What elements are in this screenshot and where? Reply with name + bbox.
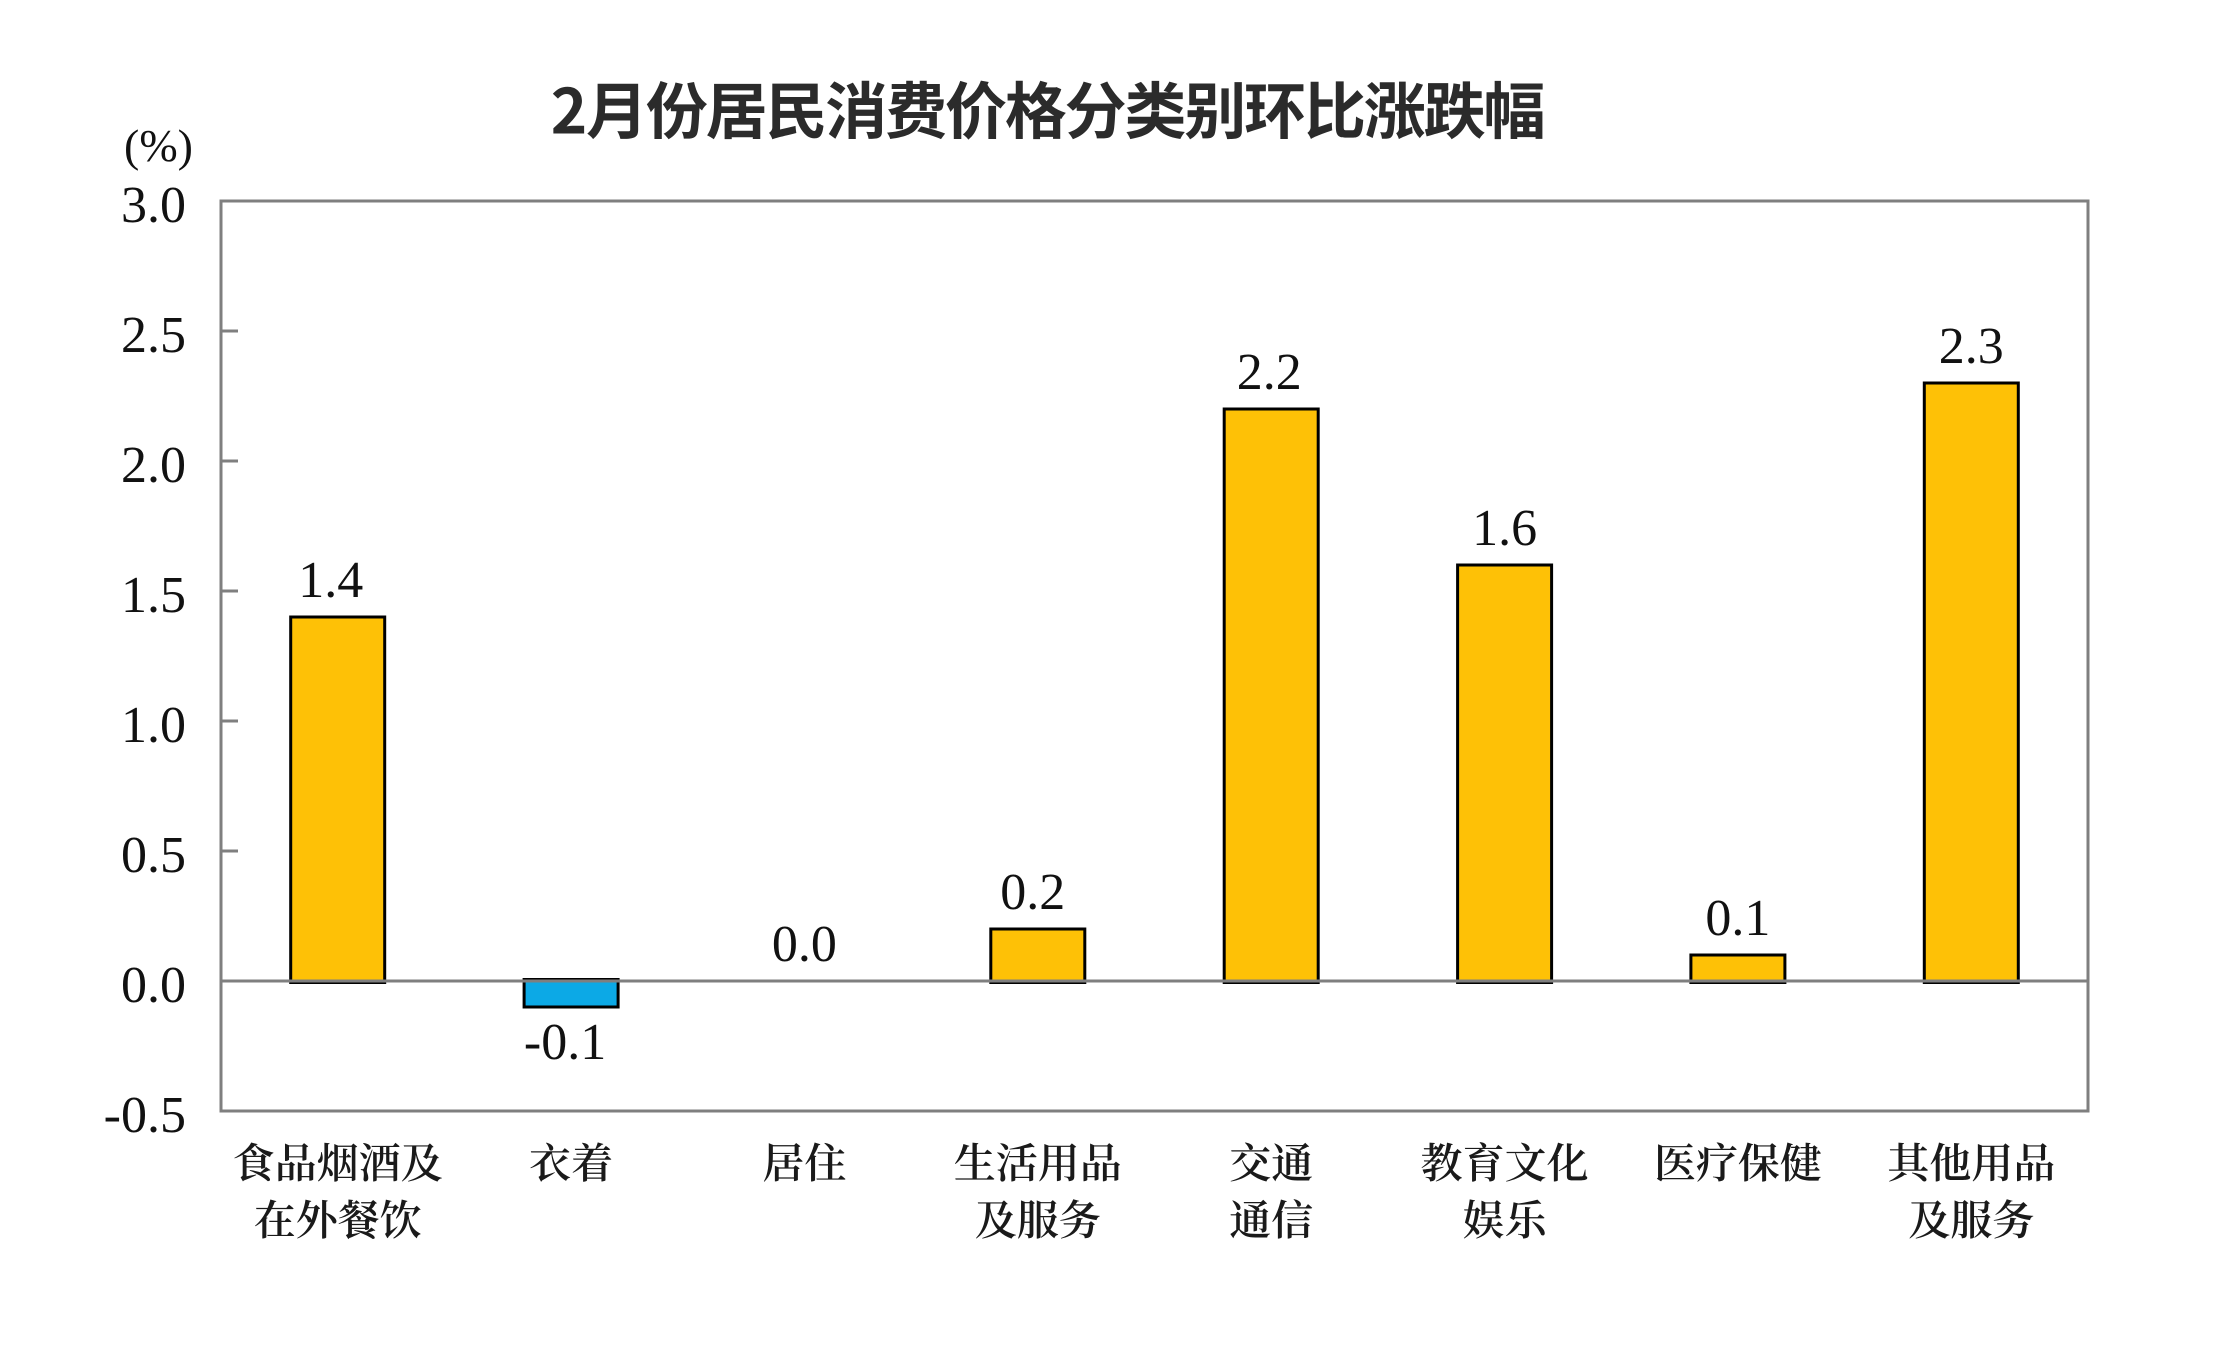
svg-text:1.6: 1.6	[1472, 500, 1537, 557]
svg-text:2.0: 2.0	[121, 437, 186, 494]
svg-text:1.5: 1.5	[121, 567, 186, 624]
svg-text:2.2: 2.2	[1237, 344, 1302, 401]
svg-text:0.2: 0.2	[1000, 864, 1065, 921]
svg-text:3.0: 3.0	[121, 177, 186, 234]
svg-text:0.0: 0.0	[121, 957, 186, 1014]
svg-text:-0.1: -0.1	[524, 1014, 606, 1071]
svg-text:0.1: 0.1	[1705, 890, 1770, 947]
svg-text:1.4: 1.4	[298, 552, 363, 609]
svg-text:(%): (%)	[124, 120, 193, 171]
svg-text:1.0: 1.0	[121, 697, 186, 754]
svg-text:0.5: 0.5	[121, 827, 186, 884]
svg-text:0.0: 0.0	[772, 916, 837, 973]
svg-text:2.5: 2.5	[121, 307, 186, 364]
svg-text:-0.5: -0.5	[104, 1087, 186, 1144]
svg-text:2.3: 2.3	[1939, 318, 2004, 375]
